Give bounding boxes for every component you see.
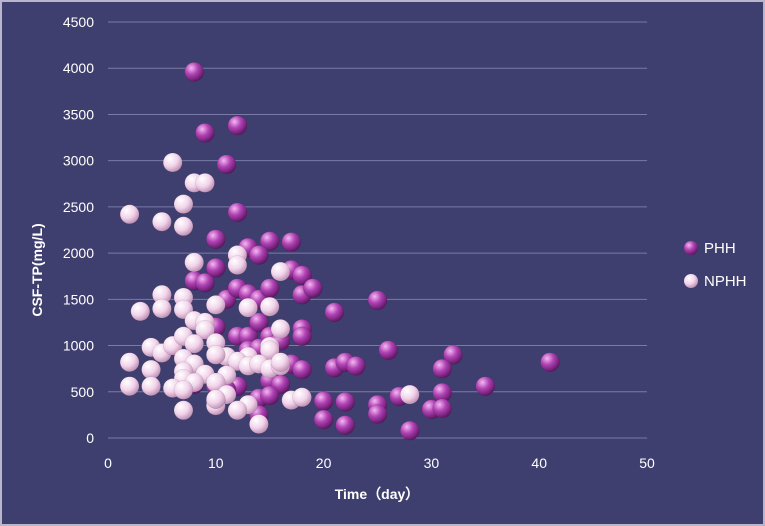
point-nphh[interactable] [141, 359, 161, 380]
point-phh[interactable] [281, 232, 302, 252]
legend-item-phh[interactable]: PHH [684, 240, 736, 257]
point-nphh[interactable] [206, 389, 226, 409]
point-nphh[interactable] [173, 400, 194, 421]
y-tick-label: 3000 [63, 153, 94, 169]
point-phh[interactable] [346, 356, 366, 376]
point-phh[interactable] [259, 278, 280, 298]
point-nphh[interactable] [195, 173, 215, 193]
x-tick-label: 30 [424, 455, 440, 471]
point-phh[interactable] [249, 312, 269, 333]
legend-marker-phh [684, 241, 698, 255]
point-nphh[interactable] [184, 252, 204, 273]
y-tick-label: 4500 [63, 14, 94, 30]
point-nphh[interactable] [119, 376, 140, 396]
point-phh[interactable] [335, 392, 355, 412]
point-phh[interactable] [432, 358, 452, 379]
point-phh[interactable] [195, 123, 215, 143]
y-tick-label: 1500 [63, 291, 94, 307]
point-phh[interactable] [292, 359, 312, 380]
point-nphh[interactable] [270, 261, 291, 282]
point-nphh[interactable] [162, 152, 183, 173]
y-tick-label: 4000 [63, 60, 94, 76]
point-nphh[interactable] [292, 387, 312, 408]
point-phh[interactable] [324, 302, 345, 323]
point-nphh[interactable] [270, 319, 291, 339]
point-phh[interactable] [367, 404, 388, 424]
point-phh[interactable] [292, 265, 312, 286]
point-phh[interactable] [313, 391, 334, 411]
series-nphh [119, 152, 420, 434]
point-phh[interactable] [227, 115, 248, 136]
point-nphh[interactable] [152, 298, 172, 319]
point-phh[interactable] [378, 340, 399, 360]
point-phh[interactable] [292, 326, 312, 347]
point-nphh[interactable] [259, 296, 280, 317]
x-tick-label: 10 [208, 455, 224, 471]
x-tick-label: 50 [639, 455, 655, 471]
y-axis-title: CSF-TP(mg/L) [29, 223, 45, 316]
point-phh[interactable] [216, 154, 237, 175]
x-tick-label: 0 [104, 455, 112, 471]
legend-marker-nphh [684, 274, 698, 288]
point-phh[interactable] [475, 376, 496, 396]
point-nphh[interactable] [238, 297, 258, 318]
x-tick-label: 20 [316, 455, 332, 471]
point-nphh[interactable] [152, 211, 172, 232]
point-phh[interactable] [540, 352, 560, 372]
point-nphh[interactable] [227, 400, 248, 421]
point-nphh[interactable] [206, 295, 226, 315]
legend-label-phh: PHH [704, 240, 736, 257]
y-tick-label: 2500 [63, 199, 94, 215]
legend-item-nphh[interactable]: NPHH [684, 273, 747, 290]
y-axis-ticks: 0 500 1000 1500 2000 2500 3000 3500 4000 4500 [63, 14, 94, 446]
point-nphh[interactable] [173, 380, 194, 400]
point-nphh[interactable] [270, 352, 291, 372]
y-tick-label: 2000 [63, 245, 94, 261]
point-nphh[interactable] [400, 384, 420, 405]
x-axis-title: Time（day） [335, 486, 420, 502]
point-phh[interactable] [227, 202, 248, 223]
point-phh[interactable] [367, 290, 388, 311]
point-phh[interactable] [259, 231, 280, 251]
point-phh[interactable] [313, 409, 334, 430]
point-phh[interactable] [195, 272, 215, 293]
point-phh[interactable] [184, 62, 204, 82]
point-phh[interactable] [303, 278, 323, 298]
x-tick-label: 40 [531, 455, 547, 471]
point-phh[interactable] [206, 258, 226, 278]
legend: PHH NPHH [684, 240, 747, 290]
point-phh[interactable] [206, 229, 226, 249]
point-phh[interactable] [259, 385, 280, 406]
point-nphh[interactable] [184, 333, 204, 354]
point-phh[interactable] [443, 345, 463, 365]
x-axis-ticks: 0 10 20 30 40 50 [104, 455, 655, 471]
point-nphh[interactable] [249, 414, 269, 434]
point-phh[interactable] [400, 420, 420, 441]
point-nphh[interactable] [206, 345, 226, 365]
point-nphh[interactable] [173, 216, 194, 237]
y-tick-label: 1000 [63, 338, 94, 354]
point-nphh[interactable] [119, 352, 140, 372]
legend-label-nphh: NPHH [704, 273, 747, 290]
point-phh[interactable] [249, 245, 269, 265]
y-tick-label: 0 [86, 430, 94, 446]
y-tick-label: 3500 [63, 106, 94, 122]
point-phh[interactable] [432, 398, 452, 419]
point-nphh[interactable] [195, 320, 215, 340]
point-nphh[interactable] [130, 301, 151, 322]
y-tick-label: 500 [71, 384, 95, 400]
point-nphh[interactable] [119, 204, 140, 225]
data-points [119, 62, 560, 441]
point-nphh[interactable] [141, 376, 161, 396]
point-phh[interactable] [335, 415, 355, 435]
point-nphh[interactable] [173, 194, 194, 214]
point-nphh[interactable] [227, 255, 248, 275]
